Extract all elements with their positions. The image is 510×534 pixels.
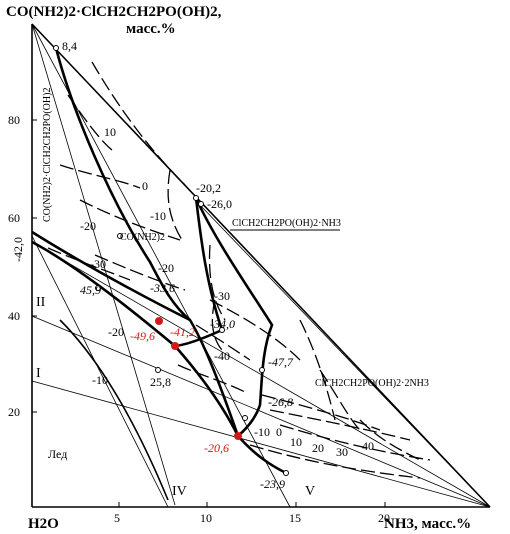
label-20-6: -20,6 bbox=[204, 441, 229, 455]
point-34-0 bbox=[219, 327, 225, 333]
point-47-7 bbox=[259, 367, 265, 373]
section-line-iv bbox=[31, 235, 169, 508]
point-25-8 bbox=[155, 367, 161, 373]
iso-label-m10-top: -10 bbox=[150, 209, 166, 223]
invariant-points bbox=[53, 45, 289, 476]
phase-boundaries bbox=[31, 47, 287, 501]
section-line-c bbox=[199, 204, 491, 508]
iso-label-m20-low: -20 bbox=[108, 325, 124, 339]
iso-label-20-right: 20 bbox=[312, 441, 324, 455]
section-line-ii bbox=[31, 315, 491, 508]
label-49-6: -49,6 bbox=[130, 329, 155, 343]
label-41-2: -41,2 bbox=[170, 325, 195, 339]
y-tick-60: 60 bbox=[8, 211, 20, 225]
point-red-41-2 bbox=[171, 342, 179, 350]
origin-label: H2O bbox=[28, 516, 59, 532]
label-47-7: -47,7 bbox=[268, 355, 294, 369]
boundary-ice-lower bbox=[59, 319, 169, 501]
iso-label-m10-right: -10 bbox=[254, 425, 270, 439]
x-tick-10: 10 bbox=[200, 511, 212, 525]
point-8-4 bbox=[53, 45, 59, 51]
label-25-8: 25,8 bbox=[150, 375, 171, 389]
phase-urea: CO(NH2)2 bbox=[120, 232, 165, 243]
point-26-0 bbox=[198, 201, 204, 207]
x-tick-15: 15 bbox=[289, 511, 301, 525]
x-axis-label: NH3, масс.% bbox=[384, 516, 471, 532]
boundary-ammonium1-left bbox=[174, 197, 224, 348]
iso-label-0-right: 0 bbox=[276, 425, 282, 439]
y-tick-80: 80 bbox=[8, 113, 20, 127]
title-line1: CO(NH2)2·ClCH2CH2PO(OH)2, bbox=[6, 4, 222, 20]
section-label-ii: II bbox=[36, 295, 46, 310]
isotherms bbox=[47, 61, 431, 479]
label-33-6: -33,6 bbox=[150, 281, 175, 295]
boundary-main-valley bbox=[31, 230, 287, 475]
y-tick-40: 40 bbox=[8, 309, 20, 323]
section-label-i: I bbox=[36, 366, 41, 381]
iso-label-30-right: 30 bbox=[336, 445, 348, 459]
iso-label-40-right: 40 bbox=[362, 439, 374, 453]
phase-urea-complex: CO(NH2)2·ClCH2CH2PO(OH)2 bbox=[42, 88, 53, 222]
iso-label-10-top: 10 bbox=[104, 125, 116, 139]
title-line2: масс.% bbox=[126, 21, 176, 37]
label-45-9: 45,9 bbox=[80, 283, 101, 297]
section-line-i bbox=[31, 380, 491, 508]
label-8-4: 8,4 bbox=[62, 39, 77, 53]
iso-label-10-right: 10 bbox=[290, 435, 302, 449]
boundary-ammonium1-right bbox=[194, 197, 274, 437]
label-20-2: -20,2 bbox=[196, 181, 221, 195]
y-tick-20: 20 bbox=[8, 405, 20, 419]
section-line-b bbox=[31, 23, 176, 506]
x-tick-20: 20 bbox=[378, 511, 390, 525]
iso-label-m30-right: -30 bbox=[214, 289, 230, 303]
x-tick-5: 5 bbox=[114, 511, 120, 525]
section-label-iv: IV bbox=[172, 484, 187, 499]
iso-label-m10-low: -10 bbox=[92, 373, 108, 387]
iso-label-m20-left: -20 bbox=[80, 219, 96, 233]
label-26-8: -26,8 bbox=[268, 395, 293, 409]
label-34-0: -34,0 bbox=[210, 317, 235, 331]
hypotenuse-line bbox=[31, 23, 491, 508]
boundary-urea-complex bbox=[54, 47, 191, 321]
iso-label-m20-mid: -20 bbox=[158, 261, 174, 275]
point-20-2 bbox=[193, 195, 199, 201]
phase-ammonium-2: ClCH2CH2PO(OH)2·2NH3 bbox=[315, 378, 429, 389]
point-red-49-6 bbox=[155, 317, 163, 325]
phase-ammonium-1: ClCH2CH2PO(OH)2·NH3 bbox=[232, 218, 341, 229]
section-label-v: V bbox=[305, 484, 315, 499]
label-23-9: -23,9 bbox=[260, 477, 285, 491]
label-26-0: -26,0 bbox=[207, 197, 232, 211]
phase-ice: Лед bbox=[48, 447, 67, 461]
label-42-0: -42,0 bbox=[11, 237, 25, 262]
iso-label-m40: -40 bbox=[214, 349, 230, 363]
point-23-9 bbox=[283, 470, 289, 476]
boundary-ice bbox=[31, 240, 240, 437]
point-urea bbox=[117, 233, 123, 239]
iso-label-m30-left: -30 bbox=[90, 257, 106, 271]
iso-label-0-top: 0 bbox=[142, 179, 148, 193]
point-26-8 bbox=[242, 415, 248, 421]
point-red-20-6 bbox=[234, 432, 242, 440]
point-45-9 bbox=[95, 285, 101, 291]
